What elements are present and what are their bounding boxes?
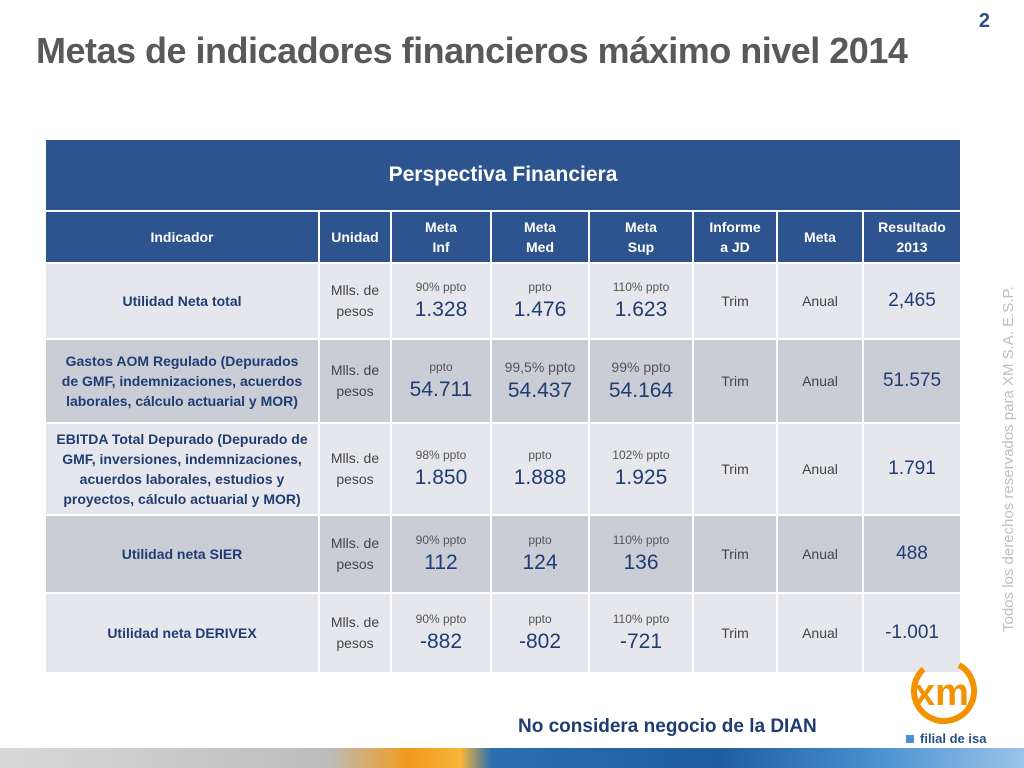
meta-med-cell: ppto 124 [490,514,590,594]
header-informe: Informe a JD [692,210,778,264]
indicator-name: EBITDA Total Depurado (Depurado de GMF, i… [44,422,320,516]
unit-cell: Mlls. de pesos [318,262,392,340]
resultado-cell: 1.791 [861,422,963,516]
meta-med-cell: ppto -802 [490,592,590,674]
xm-logo-mark-icon: xm [911,658,977,724]
table-row: Utilidad Neta total Mlls. de pesos 90% pp… [44,262,963,340]
slide-title: Metas de indicadores financieros máximo … [36,30,908,71]
meta-period-cell: Anual [776,262,864,340]
svg-text:xm: xm [914,672,969,714]
indicator-name: Gastos AOM Regulado (Depurados de GMF, in… [44,338,320,424]
header-unidad: Unidad [318,210,392,264]
header-meta-med: Meta Med [490,210,590,264]
header-meta: Meta [776,210,864,264]
table-row: Utilidad neta SIER Mlls. de pesos 90% ppt… [44,514,963,594]
resultado-cell: -1.001 [861,592,963,674]
meta-period-cell: Anual [776,338,864,424]
table-row: EBITDA Total Depurado (Depurado de GMF, i… [44,422,963,516]
meta-sup-cell: 110% ppto 136 [588,514,694,594]
meta-sup-cell: 102% ppto 1.925 [588,422,694,516]
footnote: No considera negocio de la DIAN [518,716,817,737]
indicator-name: Utilidad Neta total [44,262,320,340]
meta-med-cell: ppto 1.888 [490,422,590,516]
meta-inf-cell: ppto 54.711 [390,338,492,424]
copyright-note: Todos los derechos reservados para XM S.… [1000,286,1017,632]
meta-inf-cell: 90% ppto -882 [390,592,492,674]
table-row: Utilidad neta DERIVEX Mlls. de pesos 90% … [44,592,963,674]
column-header-row: Indicador Unidad Meta Inf Meta Med Meta Sup… [44,210,963,264]
meta-med-cell: ppto 1.476 [490,262,590,340]
informe-cell: Trim [692,592,778,674]
meta-inf-cell: 98% ppto 1.850 [390,422,492,516]
resultado-cell: 2,465 [861,262,963,340]
unit-cell: Mlls. de pesos [318,514,392,594]
informe-cell: Trim [692,514,778,594]
meta-inf-cell: 90% ppto 1.328 [390,262,492,340]
meta-period-cell: Anual [776,422,864,516]
meta-sup-cell: 110% ppto 1.623 [588,262,694,340]
resultado-cell: 51.575 [861,338,963,424]
table-row: Gastos AOM Regulado (Depurados de GMF, in… [44,338,963,424]
meta-sup-cell: 99% ppto 54.164 [588,338,694,424]
perspective-header: Perspectiva Financiera [43,138,963,212]
header-meta-sup: Meta Sup [588,210,694,264]
meta-inf-cell: 90% ppto 112 [390,514,492,594]
header-resultado: Resultado 2013 [861,210,963,264]
indicator-name: Utilidad neta SIER [44,514,320,594]
meta-sup-cell: 110% ppto -721 [588,592,694,674]
xm-logo: xm filial de isa [896,655,996,746]
header-indicador: Indicador [44,210,320,264]
informe-cell: Trim [692,338,778,424]
informe-cell: Trim [692,262,778,340]
informe-cell: Trim [692,422,778,516]
resultado-cell: 488 [861,514,963,594]
unit-cell: Mlls. de pesos [318,592,392,674]
meta-med-cell: 99,5% ppto 54.437 [490,338,590,424]
unit-cell: Mlls. de pesos [318,338,392,424]
page-number: 2 [978,10,990,32]
financial-indicators-table: Perspectiva Financiera Indicador Unidad … [43,138,963,674]
logo-subtitle: filial de isa [906,731,986,746]
meta-period-cell: Anual [776,514,864,594]
unit-cell: Mlls. de pesos [318,422,392,516]
header-meta-inf: Meta Inf [390,210,492,264]
meta-period-cell: Anual [776,592,864,674]
bottom-color-bar [0,748,1024,768]
square-icon [906,735,914,743]
indicator-name: Utilidad neta DERIVEX [44,592,320,674]
